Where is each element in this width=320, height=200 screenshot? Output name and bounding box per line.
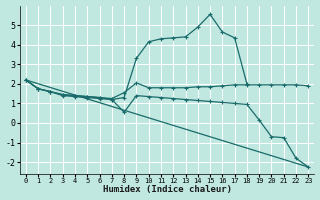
X-axis label: Humidex (Indice chaleur): Humidex (Indice chaleur): [103, 185, 232, 194]
